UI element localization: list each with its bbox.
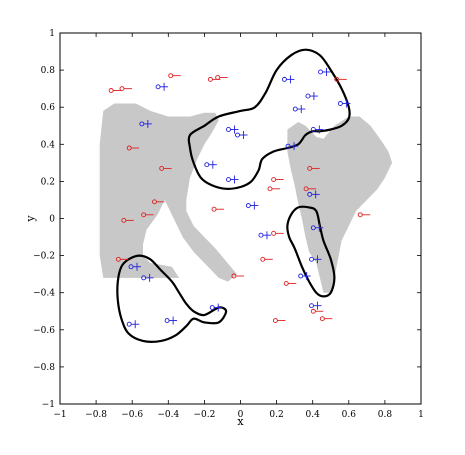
x-tick-label: 0.2 (269, 410, 283, 420)
x-tick-label: −0.2 (193, 410, 215, 420)
point-red-24 (272, 318, 286, 323)
point-blue-9 (235, 131, 248, 140)
point-blue-25 (126, 320, 140, 329)
data-points (108, 67, 371, 329)
point-blue-3 (318, 67, 331, 76)
point-red-8 (159, 165, 172, 171)
point-blue-6 (292, 105, 306, 114)
point-red-6 (334, 76, 347, 82)
point-red-12 (115, 256, 129, 262)
y-tick-label: 0.4 (41, 140, 56, 150)
y-tick-label: 0 (49, 215, 55, 225)
point-blue-19 (298, 272, 311, 281)
point-blue-1 (155, 82, 169, 91)
y-tick-label: −0.8 (33, 363, 55, 373)
y-tick-label: 1 (49, 29, 55, 39)
point-blue-2 (281, 75, 295, 84)
y-tick-label: −1 (42, 400, 55, 410)
point-blue-20 (128, 262, 142, 271)
x-tick-label: −0.6 (121, 410, 143, 420)
x-tick-label: 1 (418, 410, 424, 420)
point-blue-23 (209, 303, 223, 312)
point-red-3 (168, 73, 181, 79)
x-tick-label: −1 (53, 410, 66, 420)
point-red-10 (121, 217, 134, 223)
point-red-17 (307, 165, 320, 171)
point-blue-10 (310, 125, 324, 134)
y-tick-label: 0.6 (41, 103, 56, 113)
x-tick-label: 0 (238, 410, 244, 420)
point-blue-8 (226, 125, 239, 134)
point-red-13 (211, 206, 225, 212)
point-red-25 (319, 316, 333, 322)
x-axis-ticks: −1 −0.8 −0.6 −0.4 −0.2 0 0.2 0.4 0.6 0.8 1 (53, 33, 424, 420)
y-tick-label: −0.4 (33, 289, 55, 299)
point-blue-15 (245, 201, 259, 210)
x-tick-label: 0.6 (342, 410, 357, 420)
point-red-14 (231, 273, 244, 279)
y-axis-ticks: −1 −0.8 −0.6 −0.4 −0.2 0 0.2 0.4 0.6 0.8 1 (33, 29, 421, 410)
y-tick-label: −0.6 (33, 326, 55, 336)
point-blue-5 (305, 92, 318, 101)
point-red-7 (126, 145, 140, 151)
point-blue-7 (337, 99, 351, 108)
point-red-21 (260, 256, 273, 262)
point-red-16 (267, 186, 280, 192)
point-red-1 (108, 88, 122, 93)
point-blue-21 (141, 273, 154, 282)
point-red-23 (310, 308, 324, 314)
point-blue-18 (309, 255, 322, 264)
boundary-curve-3 (116, 254, 228, 343)
point-red-9 (152, 199, 165, 205)
x-axis-label: x (237, 415, 244, 428)
y-tick-label: −0.2 (33, 252, 55, 262)
x-tick-label: 0.4 (306, 410, 321, 420)
y-tick-label: 0.2 (41, 177, 55, 187)
point-blue-13 (226, 175, 239, 184)
point-red-18 (303, 186, 317, 192)
boundary-curve-1 (187, 48, 351, 190)
x-tick-label: −0.4 (157, 410, 179, 420)
region-polygon-2 (287, 116, 393, 293)
point-blue-16 (310, 223, 324, 232)
boundary-curve-2 (286, 205, 336, 298)
point-blue-17 (258, 231, 271, 240)
y-axis-label: y (24, 215, 37, 223)
point-blue-4 (139, 119, 152, 128)
point-blue-14 (307, 190, 320, 199)
point-red-2 (119, 86, 132, 92)
x-tick-label: −0.8 (85, 410, 107, 420)
point-blue-12 (204, 160, 217, 169)
point-blue-11 (285, 142, 299, 151)
x-tick-label: 0.8 (378, 410, 393, 420)
point-red-11 (141, 212, 154, 218)
point-blue-22 (309, 301, 322, 310)
point-red-19 (357, 212, 371, 218)
point-blue-24 (164, 316, 178, 325)
point-red-15 (271, 177, 284, 182)
point-red-20 (271, 230, 284, 236)
point-red-22 (283, 280, 297, 286)
y-tick-label: 0.8 (41, 66, 56, 76)
decision-boundaries (116, 48, 351, 343)
point-red-5 (215, 75, 228, 80)
